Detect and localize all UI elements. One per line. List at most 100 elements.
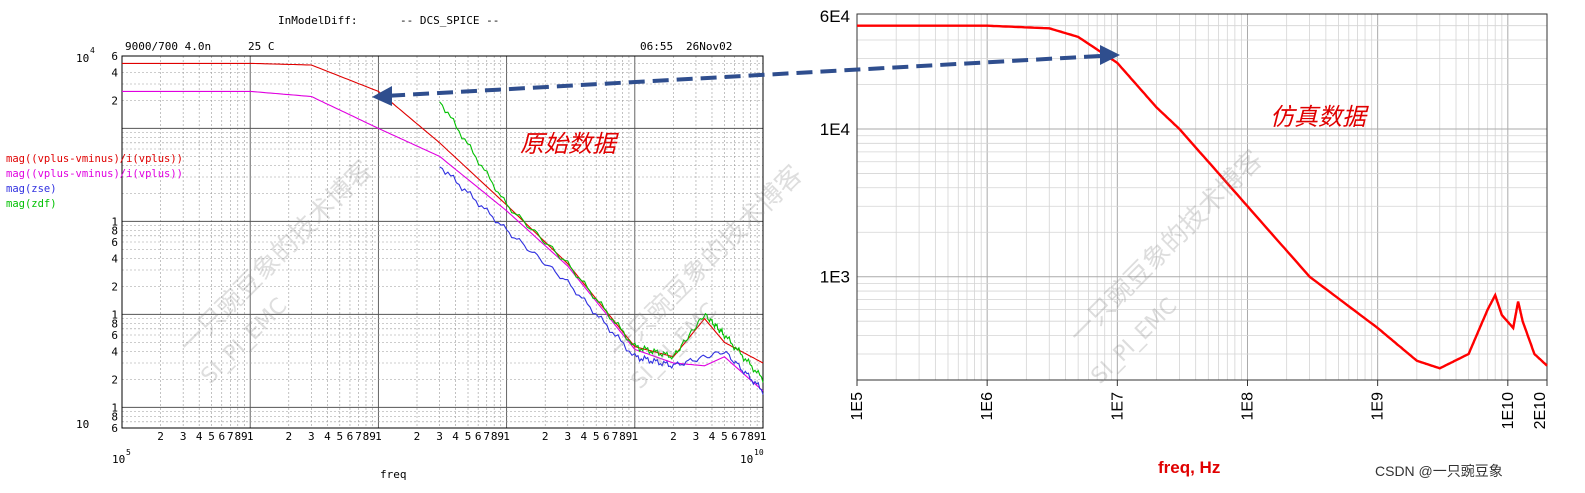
arrow-head-left xyxy=(372,86,392,106)
left-x-tick-label: 5 xyxy=(208,430,215,443)
left-x-tick-label: 6 xyxy=(731,430,738,443)
right-x-tick-labels: 1E5 1E6 1E7 1E8 1E9 1E10 2E10 xyxy=(849,380,1549,429)
left-info-time: 06:55 xyxy=(640,40,673,53)
left-annotation: 原始数据 xyxy=(520,130,619,158)
right-y-tick-label: 1E4 xyxy=(820,120,850,139)
left-y-tick-label: 8 xyxy=(111,410,118,423)
left-y-tick-label: 2 xyxy=(111,280,118,293)
left-info-left: 9000/700 4.0n xyxy=(125,40,211,53)
left-x-tick-label: 8 xyxy=(234,430,241,443)
left-y-tick-label: 1 xyxy=(111,401,118,414)
left-x-tick-label: 9 xyxy=(369,430,376,443)
left-series-3 xyxy=(439,166,764,395)
right-x-axis-label: freq, Hz xyxy=(1158,458,1220,477)
left-x-tick-label: 6 xyxy=(218,430,225,443)
comparison-arrow xyxy=(372,45,1120,106)
left-x-tick-label: 5 xyxy=(593,430,600,443)
left-x-tick-label: 6 xyxy=(603,430,610,443)
left-y-tick-label: 4 xyxy=(111,252,118,265)
left-x-tick-label: 1 xyxy=(631,430,638,443)
left-info-temp: 25 C xyxy=(248,40,275,53)
left-y-tick-label: 2 xyxy=(111,373,118,386)
left-y-decade-top: 10 xyxy=(76,52,89,65)
left-y-tick-label: 6 xyxy=(111,50,118,63)
left-x-tick-label: 7 xyxy=(740,430,747,443)
left-plot: InModelDiff: -- DCS_SPICE -- 9000/700 4.… xyxy=(6,14,809,481)
right-annotation: 仿真数据 xyxy=(1270,103,1369,131)
left-legend: mag((vplus-vminus)/i(vplus)) mag((vplus-… xyxy=(6,153,183,210)
left-header-title: InModelDiff: xyxy=(278,14,357,27)
left-x-tick-label: 3 xyxy=(564,430,571,443)
left-series-group xyxy=(122,62,764,395)
left-series-4 xyxy=(439,101,764,383)
right-y-tick-labels: 6E4 1E4 1E3 xyxy=(820,7,850,287)
left-grid xyxy=(121,55,764,429)
left-x-tick-label: 2 xyxy=(157,430,164,443)
left-legend-item-3: mag(zse) xyxy=(6,183,57,195)
right-y-tick-label: 6E4 xyxy=(820,7,850,26)
left-x-tick-label: 8 xyxy=(619,430,626,443)
left-x-tick-label: 1 xyxy=(247,430,254,443)
left-x-tick-label: 4 xyxy=(196,430,203,443)
left-x-decade-right-exponent: 10 xyxy=(754,448,764,457)
left-x-tick-label: 9 xyxy=(626,430,633,443)
left-x-decade-left-exponent: 5 xyxy=(126,448,131,457)
arrow-head-right xyxy=(1100,45,1120,65)
right-x-tick-label: 1E5 xyxy=(849,392,866,421)
left-x-tick-label: 1 xyxy=(760,430,767,443)
right-grid xyxy=(856,13,1548,381)
right-watermark: 一只豌豆象的技术博客 SI_PI_EMC xyxy=(1064,145,1269,389)
left-x-tick-label: 5 xyxy=(336,430,343,443)
footer-credit: CSDN @一只豌豆象 xyxy=(1375,463,1503,479)
left-x-tick-label: 3 xyxy=(308,430,315,443)
left-legend-item-1: mag((vplus-vminus)/i(vplus)) xyxy=(6,153,183,165)
left-x-tick-label: 4 xyxy=(452,430,459,443)
left-x-decade-left: 10 xyxy=(112,453,125,466)
right-y-tick-label: 1E3 xyxy=(820,268,850,287)
left-x-tick-label: 7 xyxy=(612,430,619,443)
left-y-tick-label: 4 xyxy=(111,345,118,358)
left-y-tick-label: 6 xyxy=(111,236,118,249)
left-series-2 xyxy=(122,90,764,392)
left-series-1 xyxy=(122,62,764,364)
right-x-tick-label: 1E9 xyxy=(1370,392,1387,421)
left-x-tick-label: 2 xyxy=(414,430,421,443)
left-x-decade-right: 10 xyxy=(740,453,753,466)
left-info-date: 26Nov02 xyxy=(686,40,732,53)
left-y-tick-label: 2 xyxy=(111,94,118,107)
left-x-tick-label: 1 xyxy=(503,430,510,443)
right-series-1 xyxy=(857,24,1548,370)
left-x-tick-label: 4 xyxy=(709,430,716,443)
left-y-tick-label: 8 xyxy=(111,317,118,330)
right-plot: 6E4 1E4 1E3 1E5 1E6 1E7 1E8 1E9 1E10 2E10 freq, … xyxy=(820,7,1549,477)
left-x-tick-label: 1 xyxy=(375,430,382,443)
right-x-tick-label: 1E6 xyxy=(979,392,996,421)
right-x-tick-label: 1E10 xyxy=(1500,392,1517,429)
left-y-decade-bottom: 10 xyxy=(76,418,89,431)
left-x-tick-label: 4 xyxy=(324,430,331,443)
arrow-line xyxy=(384,54,1101,98)
left-x-tick-label: 7 xyxy=(483,430,490,443)
left-x-tick-label: 2 xyxy=(542,430,549,443)
left-x-tick-label: 2 xyxy=(670,430,677,443)
left-x-tick-label: 8 xyxy=(363,430,370,443)
left-x-tick-label: 7 xyxy=(227,430,234,443)
left-x-tick-label: 6 xyxy=(475,430,482,443)
left-y-tick-label: 8 xyxy=(111,224,118,237)
left-plot-frame xyxy=(121,55,764,429)
left-header-subtitle: -- DCS_SPICE -- xyxy=(400,14,499,27)
left-y-tick-label: 1 xyxy=(111,308,118,321)
left-legend-item-2: mag((vplus-vminus)/i(vplus)) xyxy=(6,168,183,180)
left-legend-item-4: mag(zdf) xyxy=(6,198,57,210)
left-x-tick-label: 5 xyxy=(465,430,472,443)
left-x-tick-label: 9 xyxy=(497,430,504,443)
right-x-tick-label: 1E7 xyxy=(1109,392,1126,421)
right-x-tick-label: 1E8 xyxy=(1239,392,1256,421)
left-y-tick-label: 4 xyxy=(111,66,118,79)
left-x-tick-label: 5 xyxy=(721,430,728,443)
left-watermark-line-1: 一只豌豆象的技术博客 xyxy=(174,155,379,360)
left-x-axis-label: freq xyxy=(380,468,407,481)
